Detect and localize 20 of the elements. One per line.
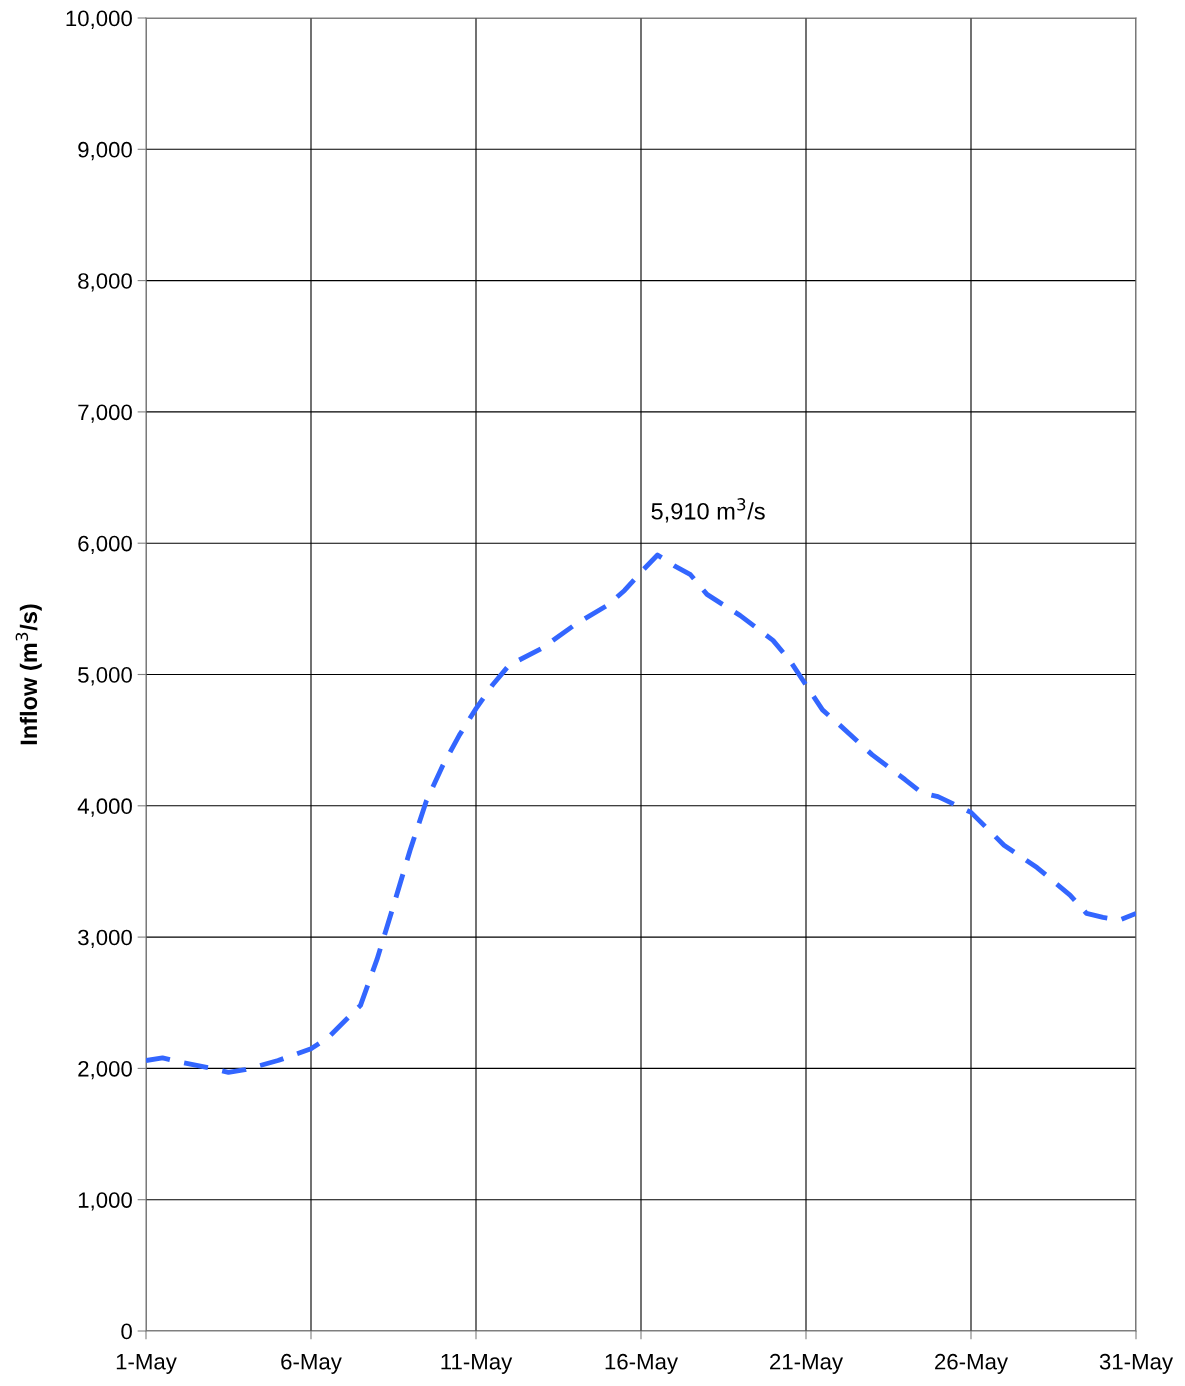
y-tick-label: 0 xyxy=(121,1323,132,1340)
x-tick-label: 16-May xyxy=(605,1353,679,1374)
y-tick-label: 5,000 xyxy=(78,667,132,686)
x-tick-label: 31-May xyxy=(1099,1353,1174,1374)
y-tick-label: 6,000 xyxy=(78,535,132,555)
x-tick-label: 11-May xyxy=(441,1354,513,1374)
y-tick-label: 8,000 xyxy=(78,273,132,292)
x-tick-label: 1-May xyxy=(116,1354,177,1374)
y-tick-label: 4,000 xyxy=(77,798,132,817)
x-tick-label: 26-May xyxy=(935,1353,1009,1374)
x-tick-label: 6-May xyxy=(281,1353,342,1374)
y-tick-label: 2,000 xyxy=(78,1060,132,1080)
x-tick-label: 21-May xyxy=(770,1353,844,1374)
y-tick-label: 1,000 xyxy=(78,1192,132,1211)
y-tick-label: 7,000 xyxy=(78,404,132,423)
annotation: 5,910 m$^{3}$/s xyxy=(651,498,765,523)
y-tick-label: 9,000 xyxy=(78,141,132,161)
y-tick-label: 3,000 xyxy=(78,929,132,948)
y-tick-label: 10,000 xyxy=(66,10,132,29)
y-axis-title: Inflow (m$^{3}$/s) xyxy=(15,604,42,745)
